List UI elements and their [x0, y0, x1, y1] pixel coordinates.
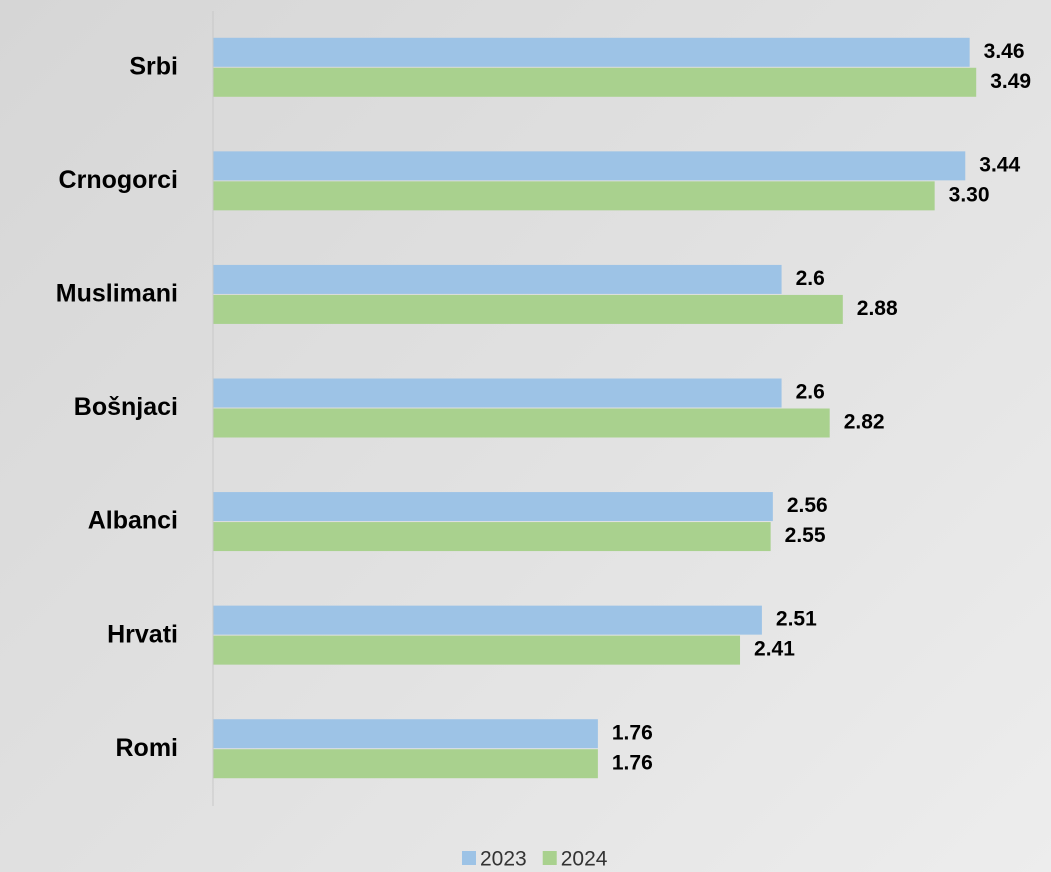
- bar: [213, 378, 782, 408]
- bar: [213, 37, 970, 67]
- data-label: 2.88: [857, 297, 898, 320]
- bar: [213, 635, 741, 665]
- bar: [213, 67, 977, 97]
- data-label: 1.76: [612, 751, 653, 774]
- bar: [213, 605, 762, 635]
- data-label: 3.46: [984, 40, 1025, 63]
- y-tick-label: Bošnjaci: [74, 393, 178, 421]
- bar: [213, 264, 782, 294]
- bar: [213, 522, 771, 552]
- legend-swatch: [542, 851, 557, 865]
- y-tick-label: Muslimani: [56, 280, 178, 308]
- data-label: 2.6: [796, 381, 825, 404]
- bar: [213, 408, 830, 438]
- bar: [213, 151, 966, 181]
- y-tick-label: Albanci: [88, 507, 178, 535]
- bar: [213, 749, 598, 779]
- bar: [213, 719, 598, 749]
- data-label: 2.56: [787, 494, 828, 517]
- bar: [213, 181, 935, 211]
- data-label: 3.30: [949, 183, 990, 206]
- data-label: 3.44: [979, 153, 1020, 176]
- data-label: 3.49: [990, 70, 1031, 93]
- y-tick-label: Crnogorci: [59, 166, 178, 194]
- data-label: 2.82: [844, 411, 885, 434]
- y-tick-label: Hrvati: [107, 620, 178, 648]
- y-tick-label: Srbi: [129, 52, 178, 80]
- legend-label: 2023: [480, 848, 527, 871]
- y-tick-label: Romi: [116, 734, 179, 762]
- bar: [213, 492, 773, 522]
- bar: [213, 294, 843, 324]
- data-label: 2.6: [796, 267, 825, 290]
- data-label: 2.55: [785, 524, 826, 547]
- legend-swatch: [462, 851, 476, 865]
- legend-label: 2024: [561, 848, 608, 871]
- data-label: 1.76: [612, 721, 653, 744]
- data-label: 2.41: [754, 638, 795, 661]
- data-label: 2.51: [776, 608, 817, 631]
